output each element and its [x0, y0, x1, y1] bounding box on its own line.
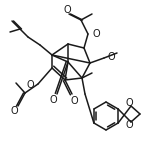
Text: O: O — [107, 52, 115, 62]
Text: O: O — [125, 120, 133, 130]
Text: O: O — [92, 29, 100, 39]
Text: O: O — [10, 106, 18, 116]
Text: O: O — [70, 96, 78, 106]
Text: O: O — [63, 5, 71, 15]
Text: O: O — [125, 98, 133, 108]
Text: O: O — [49, 95, 57, 105]
Text: O: O — [26, 80, 34, 90]
